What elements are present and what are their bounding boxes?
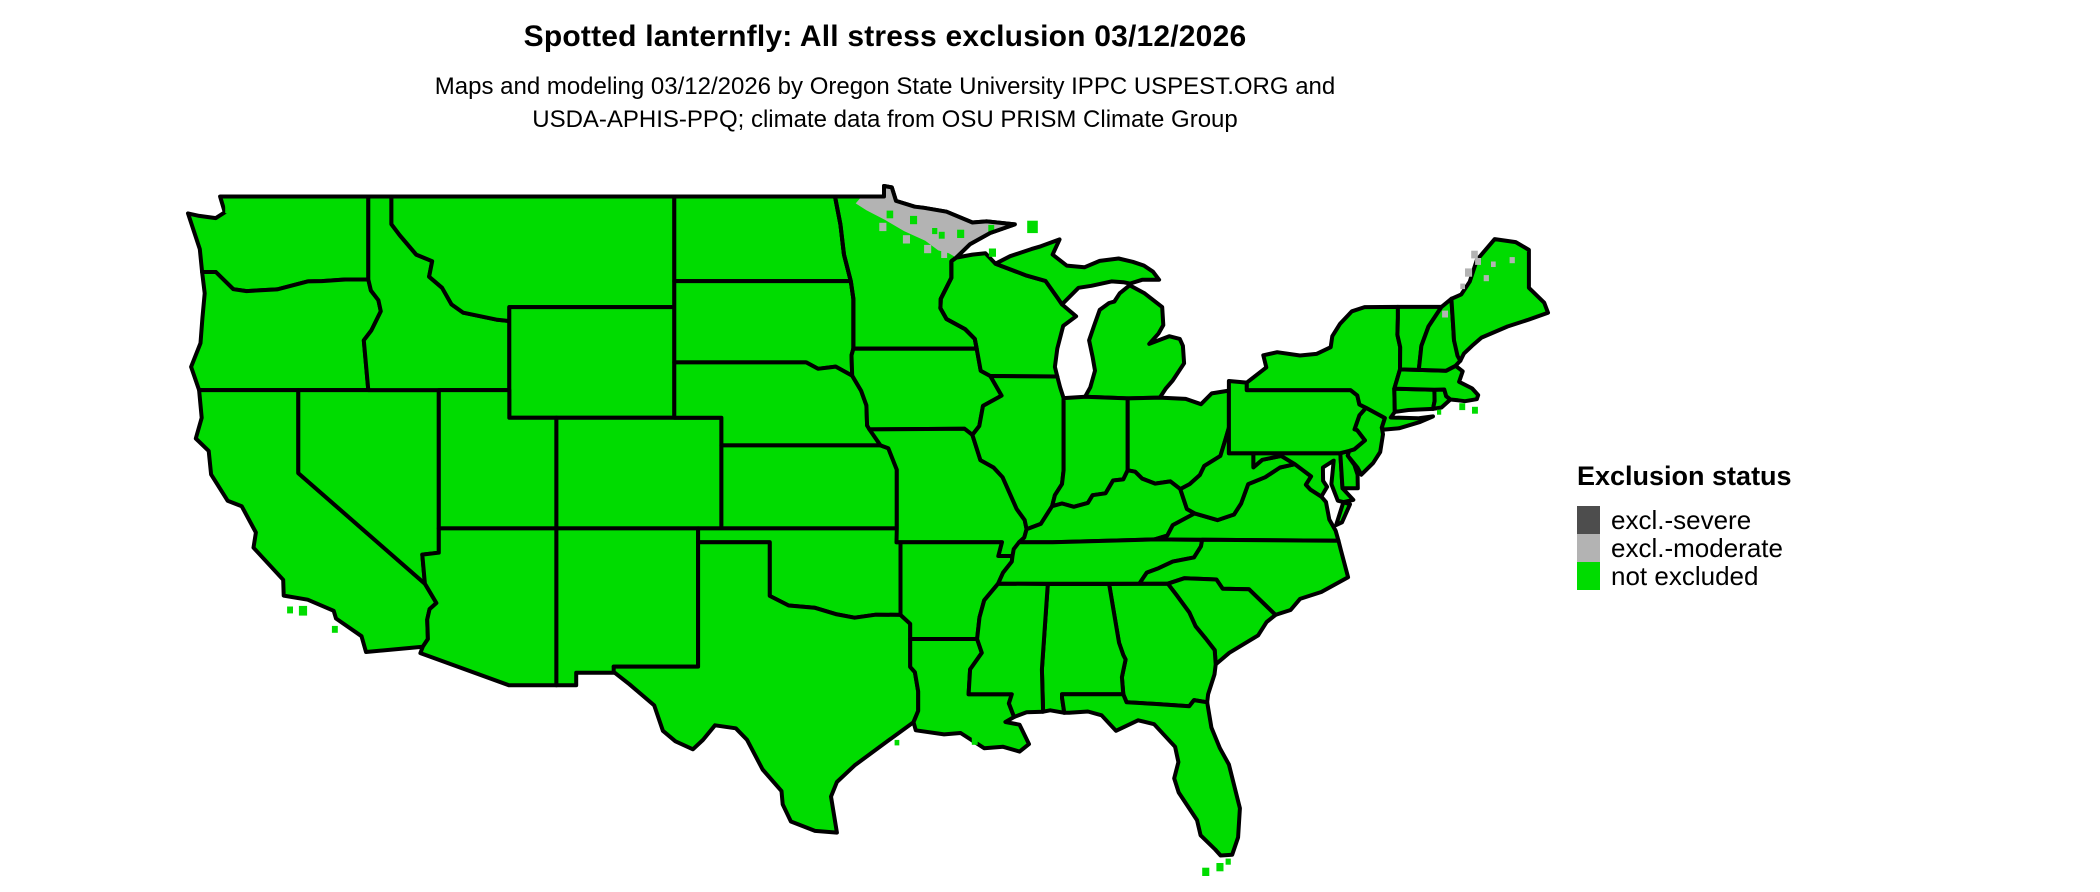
not-excluded-speck-7 xyxy=(298,605,308,616)
not-excluded-speck-0 xyxy=(1216,863,1224,872)
state-maryland xyxy=(1251,451,1356,505)
state-new-mexico xyxy=(554,526,701,688)
not-excluded-speck-3 xyxy=(1459,403,1466,411)
legend-title: Exclusion status xyxy=(1577,461,1792,491)
not-excluded-speck-4 xyxy=(1472,406,1478,414)
not-excluded-speck-15 xyxy=(957,229,965,238)
excl-moderate-speck-4 xyxy=(951,247,957,254)
state-arizona xyxy=(418,526,559,688)
not-excluded-speck-18 xyxy=(971,737,978,745)
state-virginia-eastern-shore xyxy=(1334,500,1352,528)
excl-moderate-speck-5 xyxy=(1465,268,1473,277)
not-excluded-speck-14 xyxy=(938,231,945,239)
state-wyoming xyxy=(507,305,677,420)
not-excluded-speck-8 xyxy=(331,625,338,633)
excl-moderate-speck-7 xyxy=(1483,275,1489,282)
not-excluded-speck-17 xyxy=(988,224,995,232)
state-colorado xyxy=(554,415,724,531)
legend-swatch-moderate xyxy=(1577,534,1600,562)
state-mississippi xyxy=(966,581,1050,719)
state-minnesota-border xyxy=(833,184,1017,351)
state-kansas xyxy=(719,443,899,531)
not-excluded-speck-6 xyxy=(988,248,996,257)
state-north-dakota xyxy=(672,194,853,284)
legend-swatch-not-excluded xyxy=(1577,562,1600,590)
not-excluded-speck-16 xyxy=(932,228,938,235)
excl-moderate-speck-9 xyxy=(1491,261,1496,267)
excl-moderate-speck-2 xyxy=(941,251,948,258)
excl-moderate-speck-12 xyxy=(1442,310,1448,318)
legend-label-not-excluded: not excluded xyxy=(1611,561,1759,591)
excl-moderate-speck-11 xyxy=(1509,257,1515,264)
not-excluded-speck-1 xyxy=(1202,867,1210,876)
page-title: Spotted lanternfly: All stress exclusion… xyxy=(523,20,1247,53)
legend-row-moderate: excl.-moderate xyxy=(1577,534,1792,562)
state-michigan-lower xyxy=(1083,283,1187,401)
state-oregon xyxy=(189,270,383,393)
not-excluded-speck-10 xyxy=(225,204,233,214)
not-excluded-speck-5 xyxy=(1027,220,1038,234)
not-excluded-speck-12 xyxy=(910,215,918,225)
state-connecticut xyxy=(1392,386,1437,414)
not-excluded-speck-11 xyxy=(1437,409,1442,415)
legend-label-moderate: excl.-moderate xyxy=(1611,533,1783,563)
excl-moderate-speck-3 xyxy=(879,222,887,232)
legend-row-not-excluded: not excluded xyxy=(1577,562,1792,590)
state-florida xyxy=(1060,692,1242,858)
state-michigan-upper xyxy=(993,237,1162,307)
not-excluded-speck-9 xyxy=(287,606,293,614)
state-maine xyxy=(1449,237,1550,363)
not-excluded-speck-19 xyxy=(894,739,900,746)
not-excluded-speck-2 xyxy=(1225,858,1231,865)
not-excluded-speck-13 xyxy=(886,210,894,219)
subtitle-line-2: USDA-APHIS-PPQ; climate data from OSU PR… xyxy=(532,106,1238,133)
legend-row-severe: excl.-severe xyxy=(1577,506,1792,534)
state-texas xyxy=(611,540,921,835)
excl-moderate-speck-8 xyxy=(1460,283,1465,290)
excl-moderate-speck-10 xyxy=(1471,250,1478,259)
legend: Exclusion status excl.-severe excl.-mode… xyxy=(1577,461,1792,590)
subtitle-line-1: Maps and modeling 03/12/2026 by Oregon S… xyxy=(434,73,1336,100)
excl-moderate-speck-0 xyxy=(902,235,910,244)
legend-label-severe: excl.-severe xyxy=(1611,505,1752,535)
header: Spotted lanternfly: All stress exclusion… xyxy=(130,0,1640,136)
legend-swatch-severe xyxy=(1577,506,1600,534)
subtitle: Maps and modeling 03/12/2026 by Oregon S… xyxy=(130,70,1640,136)
excl-moderate-speck-6 xyxy=(1475,258,1481,265)
excl-moderate-speck-1 xyxy=(924,244,932,254)
